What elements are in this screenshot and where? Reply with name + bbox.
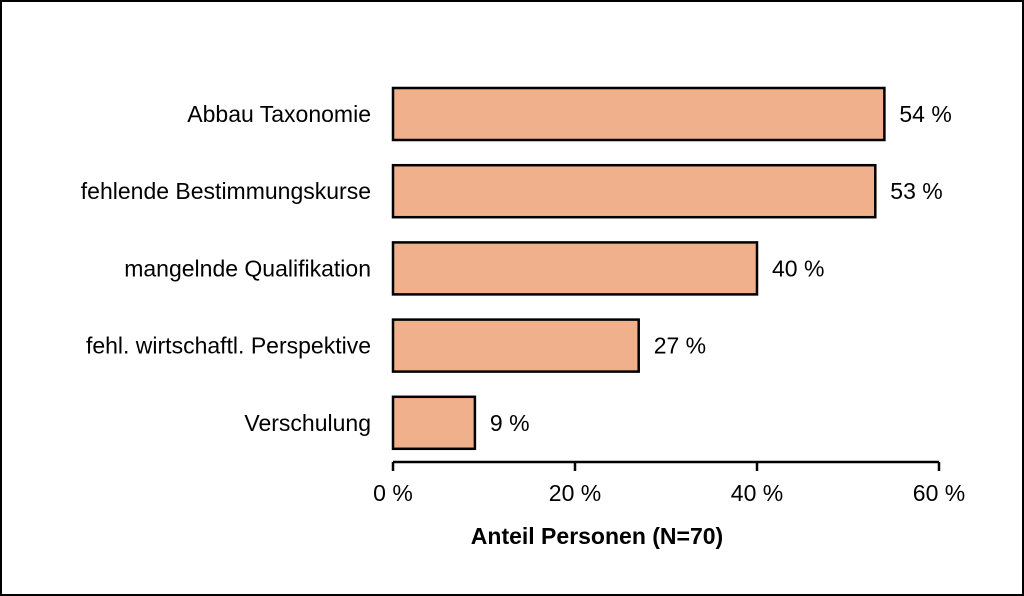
x-tick-label: 40 %	[731, 480, 783, 506]
x-tick-label: 0 %	[373, 480, 413, 506]
value-label: 27 %	[654, 333, 706, 359]
bar	[391, 86, 886, 142]
x-tick-label: 20 %	[549, 480, 601, 506]
category-label: mangelnde Qualifikation	[124, 255, 371, 281]
bar	[391, 163, 877, 219]
value-label: 40 %	[772, 255, 824, 281]
x-axis-title: Anteil Personen (N=70)	[471, 523, 723, 549]
category-label: fehlende Bestimmungskurse	[81, 178, 371, 204]
bar	[391, 241, 759, 296]
bar	[391, 395, 477, 451]
value-label: 53 %	[890, 178, 942, 204]
x-axis: 0 % 20 % 40 % 60 %	[373, 460, 965, 506]
category-labels: Abbau Taxonomie fehlende Bestimmungskurse…	[81, 101, 371, 436]
value-label: 9 %	[490, 410, 530, 436]
category-label: Abbau Taxonomie	[187, 101, 371, 127]
x-tick-label: 60 %	[913, 480, 965, 506]
value-label: 54 %	[899, 101, 951, 127]
bars-layer	[391, 86, 886, 451]
category-label: fehl. wirtschaftl. Perspektive	[86, 333, 371, 359]
bar	[391, 318, 640, 373]
category-label: Verschulung	[244, 410, 371, 436]
value-labels: 54 % 53 % 40 % 27 % 9 %	[490, 101, 952, 436]
